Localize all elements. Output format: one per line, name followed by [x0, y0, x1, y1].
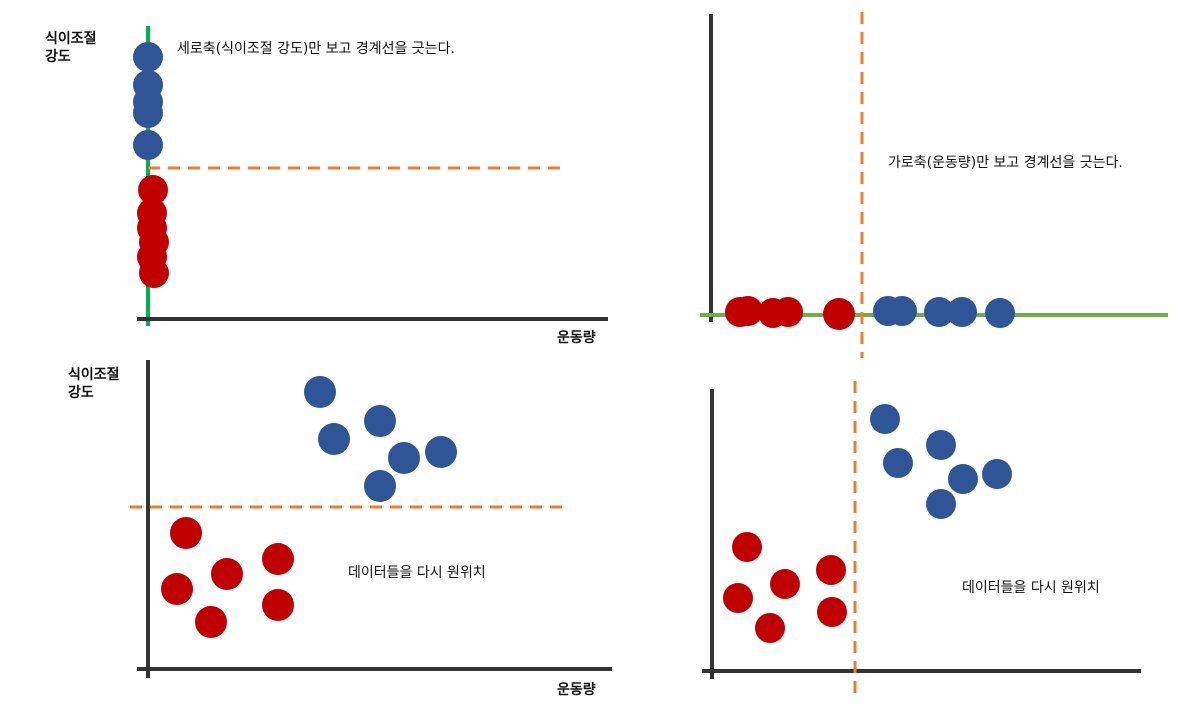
blue-point — [948, 464, 978, 494]
red-point — [770, 569, 800, 599]
blue-points — [870, 404, 1012, 519]
blue-points — [873, 296, 1015, 328]
blue-points — [133, 42, 163, 160]
red-point — [817, 597, 847, 627]
red-point — [262, 589, 294, 621]
red-point — [138, 175, 168, 205]
red-point — [755, 613, 785, 643]
panel-note: 데이터들을 다시 원위치 — [962, 580, 1100, 596]
blue-point — [982, 459, 1012, 489]
red-points — [161, 517, 294, 638]
blue-point — [364, 405, 396, 437]
blue-point — [364, 470, 396, 502]
red-point — [262, 543, 294, 575]
y-axis-label: 강도 — [45, 49, 71, 65]
blue-point — [926, 489, 956, 519]
red-points — [725, 296, 855, 330]
blue-point — [870, 404, 900, 434]
blue-point — [947, 297, 977, 327]
red-point — [823, 298, 855, 330]
red-point — [733, 296, 763, 326]
red-points — [723, 532, 847, 643]
red-point — [170, 517, 202, 549]
blue-point — [924, 297, 954, 327]
panel-note: 데이터들을 다시 원위치 — [348, 565, 486, 581]
panel-note: 가로축(운동량)만 보고 경계선을 긋는다. — [888, 155, 1123, 171]
red-point — [773, 297, 803, 327]
blue-point — [985, 298, 1015, 328]
blue-point — [133, 98, 163, 128]
panel-original-vertical-boundary — [702, 381, 1141, 700]
panel-original-horizontal-boundary — [130, 360, 612, 678]
blue-point — [133, 42, 163, 72]
blue-point — [318, 423, 350, 455]
red-point — [161, 573, 193, 605]
x-axis-label: 운동량 — [557, 682, 596, 698]
red-point — [139, 258, 169, 288]
blue-point — [304, 376, 336, 408]
red-point — [195, 606, 227, 638]
panel-horizontal-projection — [700, 12, 1168, 358]
blue-point — [883, 448, 913, 478]
y-axis-label: 식이조절 — [45, 31, 97, 47]
blue-point — [926, 430, 956, 460]
blue-point — [388, 442, 420, 474]
red-point — [211, 558, 243, 590]
blue-point — [887, 296, 917, 326]
blue-point — [133, 130, 163, 160]
blue-point — [425, 436, 457, 468]
blue-points — [304, 376, 457, 502]
red-points — [137, 175, 169, 288]
y-axis-label: 강도 — [68, 385, 94, 401]
panel-vertical-projection — [133, 26, 608, 326]
red-point — [723, 583, 753, 613]
red-point — [816, 555, 846, 585]
red-point — [732, 532, 762, 562]
y-axis-label: 식이조절 — [68, 367, 120, 383]
x-axis-label: 운동량 — [557, 330, 596, 346]
panel-note: 세로축(식이조절 강도)만 보고 경계선을 긋는다. — [177, 41, 455, 57]
